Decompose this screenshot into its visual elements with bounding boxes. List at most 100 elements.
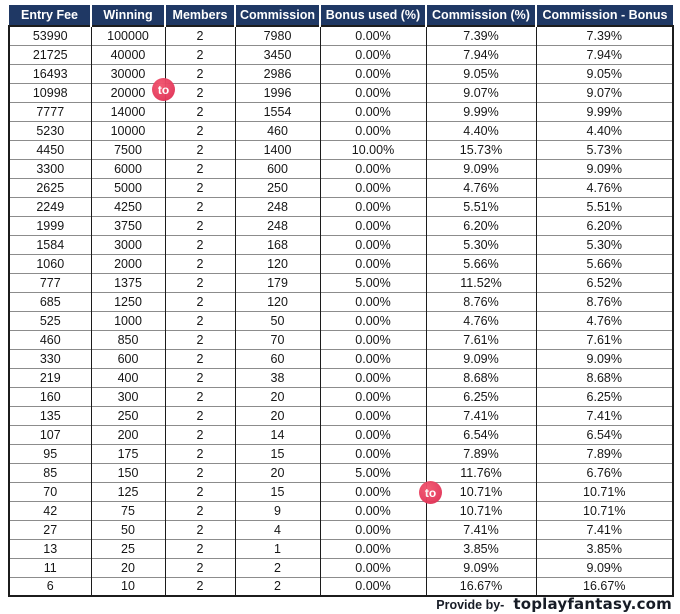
table-row: 1584 3000 2 168 0.00% 5.30% 5.30% [9, 234, 673, 254]
table-cell: 38 [234, 367, 320, 387]
table-cell: 14000 [90, 101, 165, 121]
table-cell: 0.00% [319, 63, 426, 83]
table-cell: 10.00% [319, 139, 426, 159]
table-cell: 9.07% [425, 82, 536, 102]
table-cell: 0.00% [319, 158, 426, 178]
table-row: 107 200 2 14 0.00% 6.54% 6.54% [9, 424, 673, 444]
table-row: 330 600 2 60 0.00% 9.09% 9.09% [9, 348, 673, 368]
table-cell: 14 [234, 424, 320, 444]
table-cell: 7.39% [425, 26, 536, 45]
table-row: 13 25 2 1 0.00% 3.85% 3.85% [9, 538, 673, 558]
table-cell: 2 [164, 386, 235, 406]
table-cell: 20 [90, 557, 165, 577]
table-cell: 4.40% [535, 120, 673, 140]
table-cell: 7.41% [535, 519, 673, 539]
table-cell: 2 [164, 44, 235, 64]
table-cell: 15.73% [425, 139, 536, 159]
table-cell: 2 [164, 443, 235, 463]
table-cell: 40000 [90, 44, 165, 64]
table-cell: 120 [234, 291, 320, 311]
table-cell: 2 [164, 215, 235, 235]
table-cell: 2 [164, 519, 235, 539]
table-cell: 6.52% [535, 272, 673, 292]
table-cell: 2 [164, 424, 235, 444]
table-cell: 0.00% [319, 253, 426, 273]
table-row: 1999 3750 2 248 0.00% 6.20% 6.20% [9, 215, 673, 235]
table-cell: 3.85% [535, 538, 673, 558]
table-cell: 4.76% [535, 310, 673, 330]
table-row: 460 850 2 70 0.00% 7.61% 7.61% [9, 329, 673, 349]
table-cell: 9.05% [535, 63, 673, 83]
table-cell: 20000 [90, 82, 165, 102]
table-cell: 8.76% [535, 291, 673, 311]
table-cell: 0.00% [319, 120, 426, 140]
table-cell: 5.00% [319, 272, 426, 292]
table-cell: 2 [234, 576, 320, 596]
table-cell: 248 [234, 196, 320, 216]
table-cell: 5000 [90, 177, 165, 197]
table-row: 685 1250 2 120 0.00% 8.76% 8.76% [9, 291, 673, 311]
table-cell: 10000 [90, 120, 165, 140]
table-cell: 0.00% [319, 329, 426, 349]
provide-by-label: Provide by- [436, 598, 505, 612]
table-cell: 9 [234, 500, 320, 520]
table-cell: 95 [9, 443, 91, 463]
table-row: 160 300 2 20 0.00% 6.25% 6.25% [9, 386, 673, 406]
column-header: Entry Fee [9, 5, 91, 27]
table-row: 219 400 2 38 0.00% 8.68% 8.68% [9, 367, 673, 387]
table-cell: 100000 [90, 26, 165, 45]
table-header: Entry Fee Winning Members Commission Bonus u… [9, 5, 673, 27]
watermark-label: to [157, 82, 170, 97]
table-cell: 6 [9, 576, 91, 596]
table-cell: 5.51% [535, 196, 673, 216]
table-cell: 1996 [234, 82, 320, 102]
table-cell: 1250 [90, 291, 165, 311]
toplayfantasy-watermark-icon: to [419, 481, 442, 504]
table-cell: 0.00% [319, 196, 426, 216]
table-cell: 3.85% [425, 538, 536, 558]
table-cell: 6.25% [535, 386, 673, 406]
table-cell: 460 [9, 329, 91, 349]
table-cell: 4250 [90, 196, 165, 216]
table-cell: 7.94% [425, 44, 536, 64]
table-cell: 9.09% [425, 158, 536, 178]
table-cell: 2 [164, 196, 235, 216]
table-row: 2625 5000 2 250 0.00% 4.76% 4.76% [9, 177, 673, 197]
table-cell: 250 [234, 177, 320, 197]
table-row: 11 20 2 2 0.00% 9.09% 9.09% [9, 557, 673, 577]
table-cell: 248 [234, 215, 320, 235]
table-cell: 6.25% [425, 386, 536, 406]
table-cell: 10.71% [535, 481, 673, 501]
table-cell: 1060 [9, 253, 91, 273]
table-cell: 7.41% [425, 405, 536, 425]
table-cell: 53990 [9, 26, 91, 45]
table-row: 85 150 2 20 5.00% 11.76% 6.76% [9, 462, 673, 482]
table-cell: 1 [234, 538, 320, 558]
table-header-row: Entry Fee Winning Members Commission Bonus u… [9, 5, 673, 27]
table-cell: 7.41% [425, 519, 536, 539]
table-cell: 3450 [234, 44, 320, 64]
table-cell: 6.54% [425, 424, 536, 444]
table-cell: 7.61% [425, 329, 536, 349]
table-cell: 1400 [234, 139, 320, 159]
table-cell: 219 [9, 367, 91, 387]
table-cell: 6.54% [535, 424, 673, 444]
table-row: 53990 100000 2 7980 0.00% 7.39% 7.39% [9, 26, 673, 45]
column-header: Members [164, 5, 235, 27]
table-row: 7777 14000 2 1554 0.00% 9.99% 9.99% [9, 101, 673, 121]
table-cell: 850 [90, 329, 165, 349]
site-name: toplayfantasy.com [513, 595, 672, 613]
table-cell: 20 [234, 462, 320, 482]
table-cell: 4.40% [425, 120, 536, 140]
table-cell: 0.00% [319, 576, 426, 596]
table-cell: 168 [234, 234, 320, 254]
table-cell: 16.67% [535, 576, 673, 596]
table-cell: 0.00% [319, 557, 426, 577]
table-cell: 7980 [234, 26, 320, 45]
table-cell: 150 [90, 462, 165, 482]
table-cell: 10.71% [535, 500, 673, 520]
table-cell: 5.30% [535, 234, 673, 254]
table-cell: 6.20% [425, 215, 536, 235]
table-cell: 107 [9, 424, 91, 444]
table-cell: 2 [164, 310, 235, 330]
